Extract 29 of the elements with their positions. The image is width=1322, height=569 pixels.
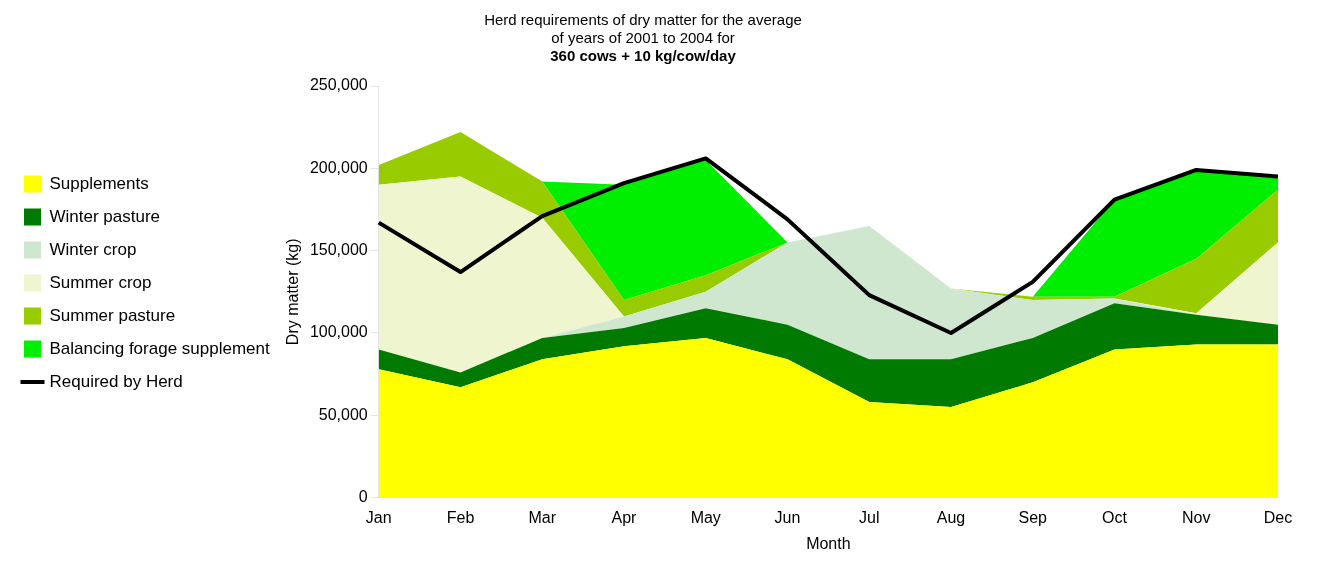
x-tick-label: Jul bbox=[859, 508, 880, 526]
x-tick-label: Nov bbox=[1182, 508, 1211, 526]
legend-label: Required by Herd bbox=[49, 371, 183, 391]
y-tick-label: 250,000 bbox=[309, 76, 368, 94]
x-tick-label: Mar bbox=[528, 508, 557, 526]
legend-label: Summer crop bbox=[49, 272, 152, 292]
y-tick-label: 0 bbox=[358, 488, 368, 506]
x-tick-label: Dec bbox=[1263, 508, 1293, 526]
y-tick-label: 150,000 bbox=[309, 241, 368, 259]
x-tick-label: Aug bbox=[936, 508, 966, 526]
x-tick-label: Sep bbox=[1018, 508, 1048, 526]
legend-label: Balancing forage supplement bbox=[49, 338, 270, 358]
x-tick-label: Jun bbox=[774, 508, 801, 526]
x-tick-label: Feb bbox=[446, 508, 475, 526]
x-axis-title: Month bbox=[806, 534, 851, 552]
y-tick-label: 100,000 bbox=[309, 323, 368, 341]
x-tick-label: Apr bbox=[611, 508, 638, 526]
x-tick-label: Jan bbox=[365, 508, 392, 526]
legend-label: Supplements bbox=[49, 173, 149, 193]
legend-label: Winter pasture bbox=[49, 206, 161, 226]
x-tick-label: May bbox=[690, 508, 721, 526]
chart-subtitle: 360 cows + 10 kg/cow/day bbox=[550, 47, 737, 65]
legend-label: Winter crop bbox=[49, 239, 137, 259]
x-tick-label: Oct bbox=[1102, 508, 1128, 526]
y-axis-title: Dry matter (kg) bbox=[283, 238, 301, 346]
legend-label: Summer pasture bbox=[49, 305, 176, 325]
y-tick-label: 200,000 bbox=[309, 158, 368, 176]
y-tick-label: 50,000 bbox=[318, 405, 368, 423]
chart-title: Herd requirements of dry matter for the average of years of 2001 to 2004 for bbox=[484, 11, 802, 47]
